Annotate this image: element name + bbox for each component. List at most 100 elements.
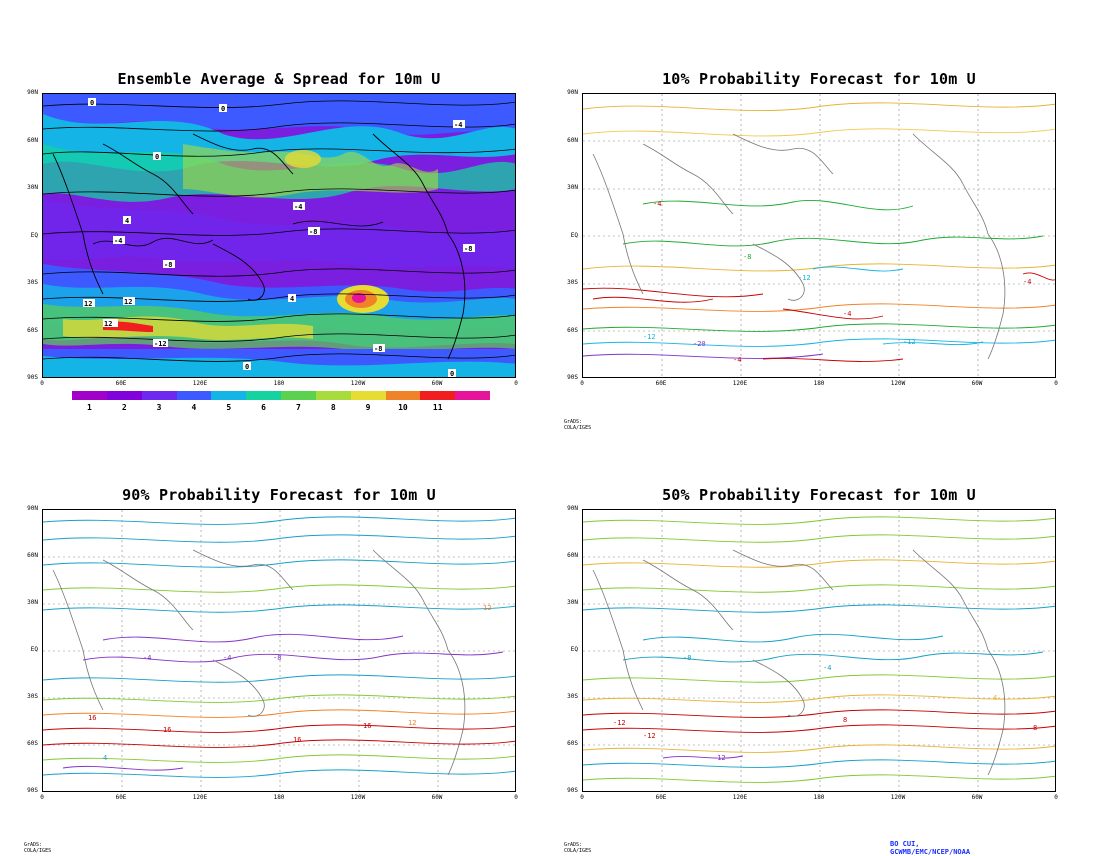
author-credit: BO CUI, GCWMB/EMC/NCEP/NOAA — [890, 840, 971, 856]
contour-label: 12 — [483, 604, 491, 612]
contour-label: -12 — [643, 732, 656, 740]
x-label: 180 — [273, 794, 285, 801]
y-label: 30N — [27, 184, 38, 191]
y-label: 30S — [27, 279, 38, 286]
map-p10: -4 -12 -12 -20 -4 -4 -8 -12 -4 — [582, 93, 1056, 378]
grads-credit: GrADS: COLA/IGES — [564, 842, 592, 854]
contour-label: 16 — [363, 722, 371, 730]
y-label: EQ — [570, 646, 578, 653]
contour-label: -8 — [463, 244, 475, 253]
colorbar-swatch — [385, 391, 421, 400]
x-label: 0 — [40, 794, 44, 801]
x-label: 120W — [890, 794, 906, 801]
y-label: EQ — [570, 232, 578, 239]
colorbar-label: 8 — [330, 403, 336, 412]
x-label: 0 — [514, 380, 518, 387]
contour-label: 12 — [83, 299, 95, 308]
contour-label: -20 — [693, 340, 706, 348]
x-label: 60E — [115, 794, 127, 801]
contour-label: -4 — [733, 356, 741, 364]
colorbar-label: 6 — [261, 403, 266, 412]
contour-label: 16 — [293, 736, 301, 744]
svg-text:-8: -8 — [464, 245, 472, 253]
svg-text:4: 4 — [125, 217, 129, 225]
x-label: 0 — [1054, 380, 1058, 387]
y-label: 90N — [567, 89, 578, 96]
contour-label: -4 — [1023, 278, 1031, 286]
colorbar-label: 4 — [191, 403, 197, 412]
y-label: 90S — [567, 787, 578, 794]
y-label: 30N — [27, 599, 38, 606]
contour-label: -4 — [293, 202, 305, 211]
colorbar-swatch — [176, 391, 212, 400]
svg-text:0: 0 — [155, 153, 159, 161]
svg-text:0: 0 — [90, 99, 94, 107]
colorbar-swatch — [246, 391, 282, 400]
map-ensemble: 0 0 -4 0 -4 4 -8 -4 -8 -8 12 12 4 -12 -8… — [42, 93, 516, 378]
panel-title: Ensemble Average & Spread for 10m U — [117, 70, 441, 88]
colorbar-swatch — [72, 391, 108, 400]
contour-label: -8 — [163, 260, 175, 269]
contour-label: -12 — [153, 339, 168, 348]
contour-label: -4 — [843, 310, 851, 318]
panel-title: 10% Probability Forecast for 10m U — [662, 70, 976, 88]
y-label: 60S — [27, 327, 38, 334]
svg-text:-8: -8 — [309, 228, 317, 236]
y-label: 60S — [27, 740, 38, 747]
y-label: 30N — [567, 184, 578, 191]
contour-label: 0 — [153, 152, 161, 161]
contour-label: 0 — [88, 98, 96, 107]
contour-label: -12 — [713, 754, 726, 762]
x-label: 120E — [192, 380, 208, 387]
p10-field: -4 -12 -12 -20 -4 -4 -8 -12 -4 — [583, 94, 1055, 377]
p90-field: 16 16 16 16 12 -4 -8 -4 12 4 — [43, 510, 515, 791]
x-label: 120E — [732, 380, 748, 387]
contour-label: -8 — [373, 344, 385, 353]
y-label: 30S — [27, 693, 38, 700]
colorbar-label: 2 — [121, 403, 127, 412]
y-label: 90N — [27, 89, 38, 96]
svg-text:-4: -4 — [294, 203, 302, 211]
x-label: 120W — [350, 794, 366, 801]
contour-label: 4 — [993, 694, 997, 702]
svg-text:-8: -8 — [164, 261, 172, 269]
colorbar-swatch — [420, 391, 456, 400]
x-label: 120W — [350, 380, 366, 387]
contour-label: -4 — [223, 654, 231, 662]
colorbar-swatch — [350, 391, 386, 400]
contour-label: 16 — [163, 726, 171, 734]
x-label: 60W — [971, 380, 983, 387]
y-label: 30S — [567, 279, 578, 286]
contour-label: -4 — [653, 200, 661, 208]
contour-label: 8 — [1033, 724, 1037, 732]
svg-text:4: 4 — [290, 295, 294, 303]
colorbar-swatch — [106, 391, 143, 400]
colorbar: 1 2 3 4 5 6 7 8 9 10 11 — [72, 391, 491, 415]
y-label: 60N — [567, 137, 578, 144]
contour-label: 12 — [123, 297, 135, 306]
x-label: 0 — [1054, 794, 1058, 801]
y-label: 60S — [567, 327, 578, 334]
grads-credit: GrADS: COLA/IGES — [24, 842, 52, 854]
p50-field: -12 -12 8 -12 -4 -8 4 8 — [583, 510, 1055, 791]
svg-text:12: 12 — [84, 300, 92, 308]
x-label: 120E — [732, 794, 748, 801]
contour-label: -8 — [308, 227, 320, 236]
contour-label: 16 — [88, 714, 96, 722]
colorbar-swatch — [455, 391, 491, 400]
svg-text:-12: -12 — [154, 340, 167, 348]
colorbar-swatch — [315, 391, 352, 400]
contour-label: 0 — [448, 369, 456, 377]
x-label: 180 — [273, 380, 285, 387]
contour-label: 8 — [843, 716, 847, 724]
x-label: 180 — [813, 794, 825, 801]
x-label: 0 — [40, 380, 44, 387]
contour-label: -12 — [643, 333, 656, 341]
svg-text:12: 12 — [104, 320, 112, 328]
y-label: 60S — [567, 740, 578, 747]
y-label: 90S — [27, 787, 38, 794]
y-label: 60N — [27, 552, 38, 559]
y-label: 90S — [567, 374, 578, 381]
svg-text:-4: -4 — [454, 121, 462, 129]
contour-label: -8 — [683, 654, 691, 662]
